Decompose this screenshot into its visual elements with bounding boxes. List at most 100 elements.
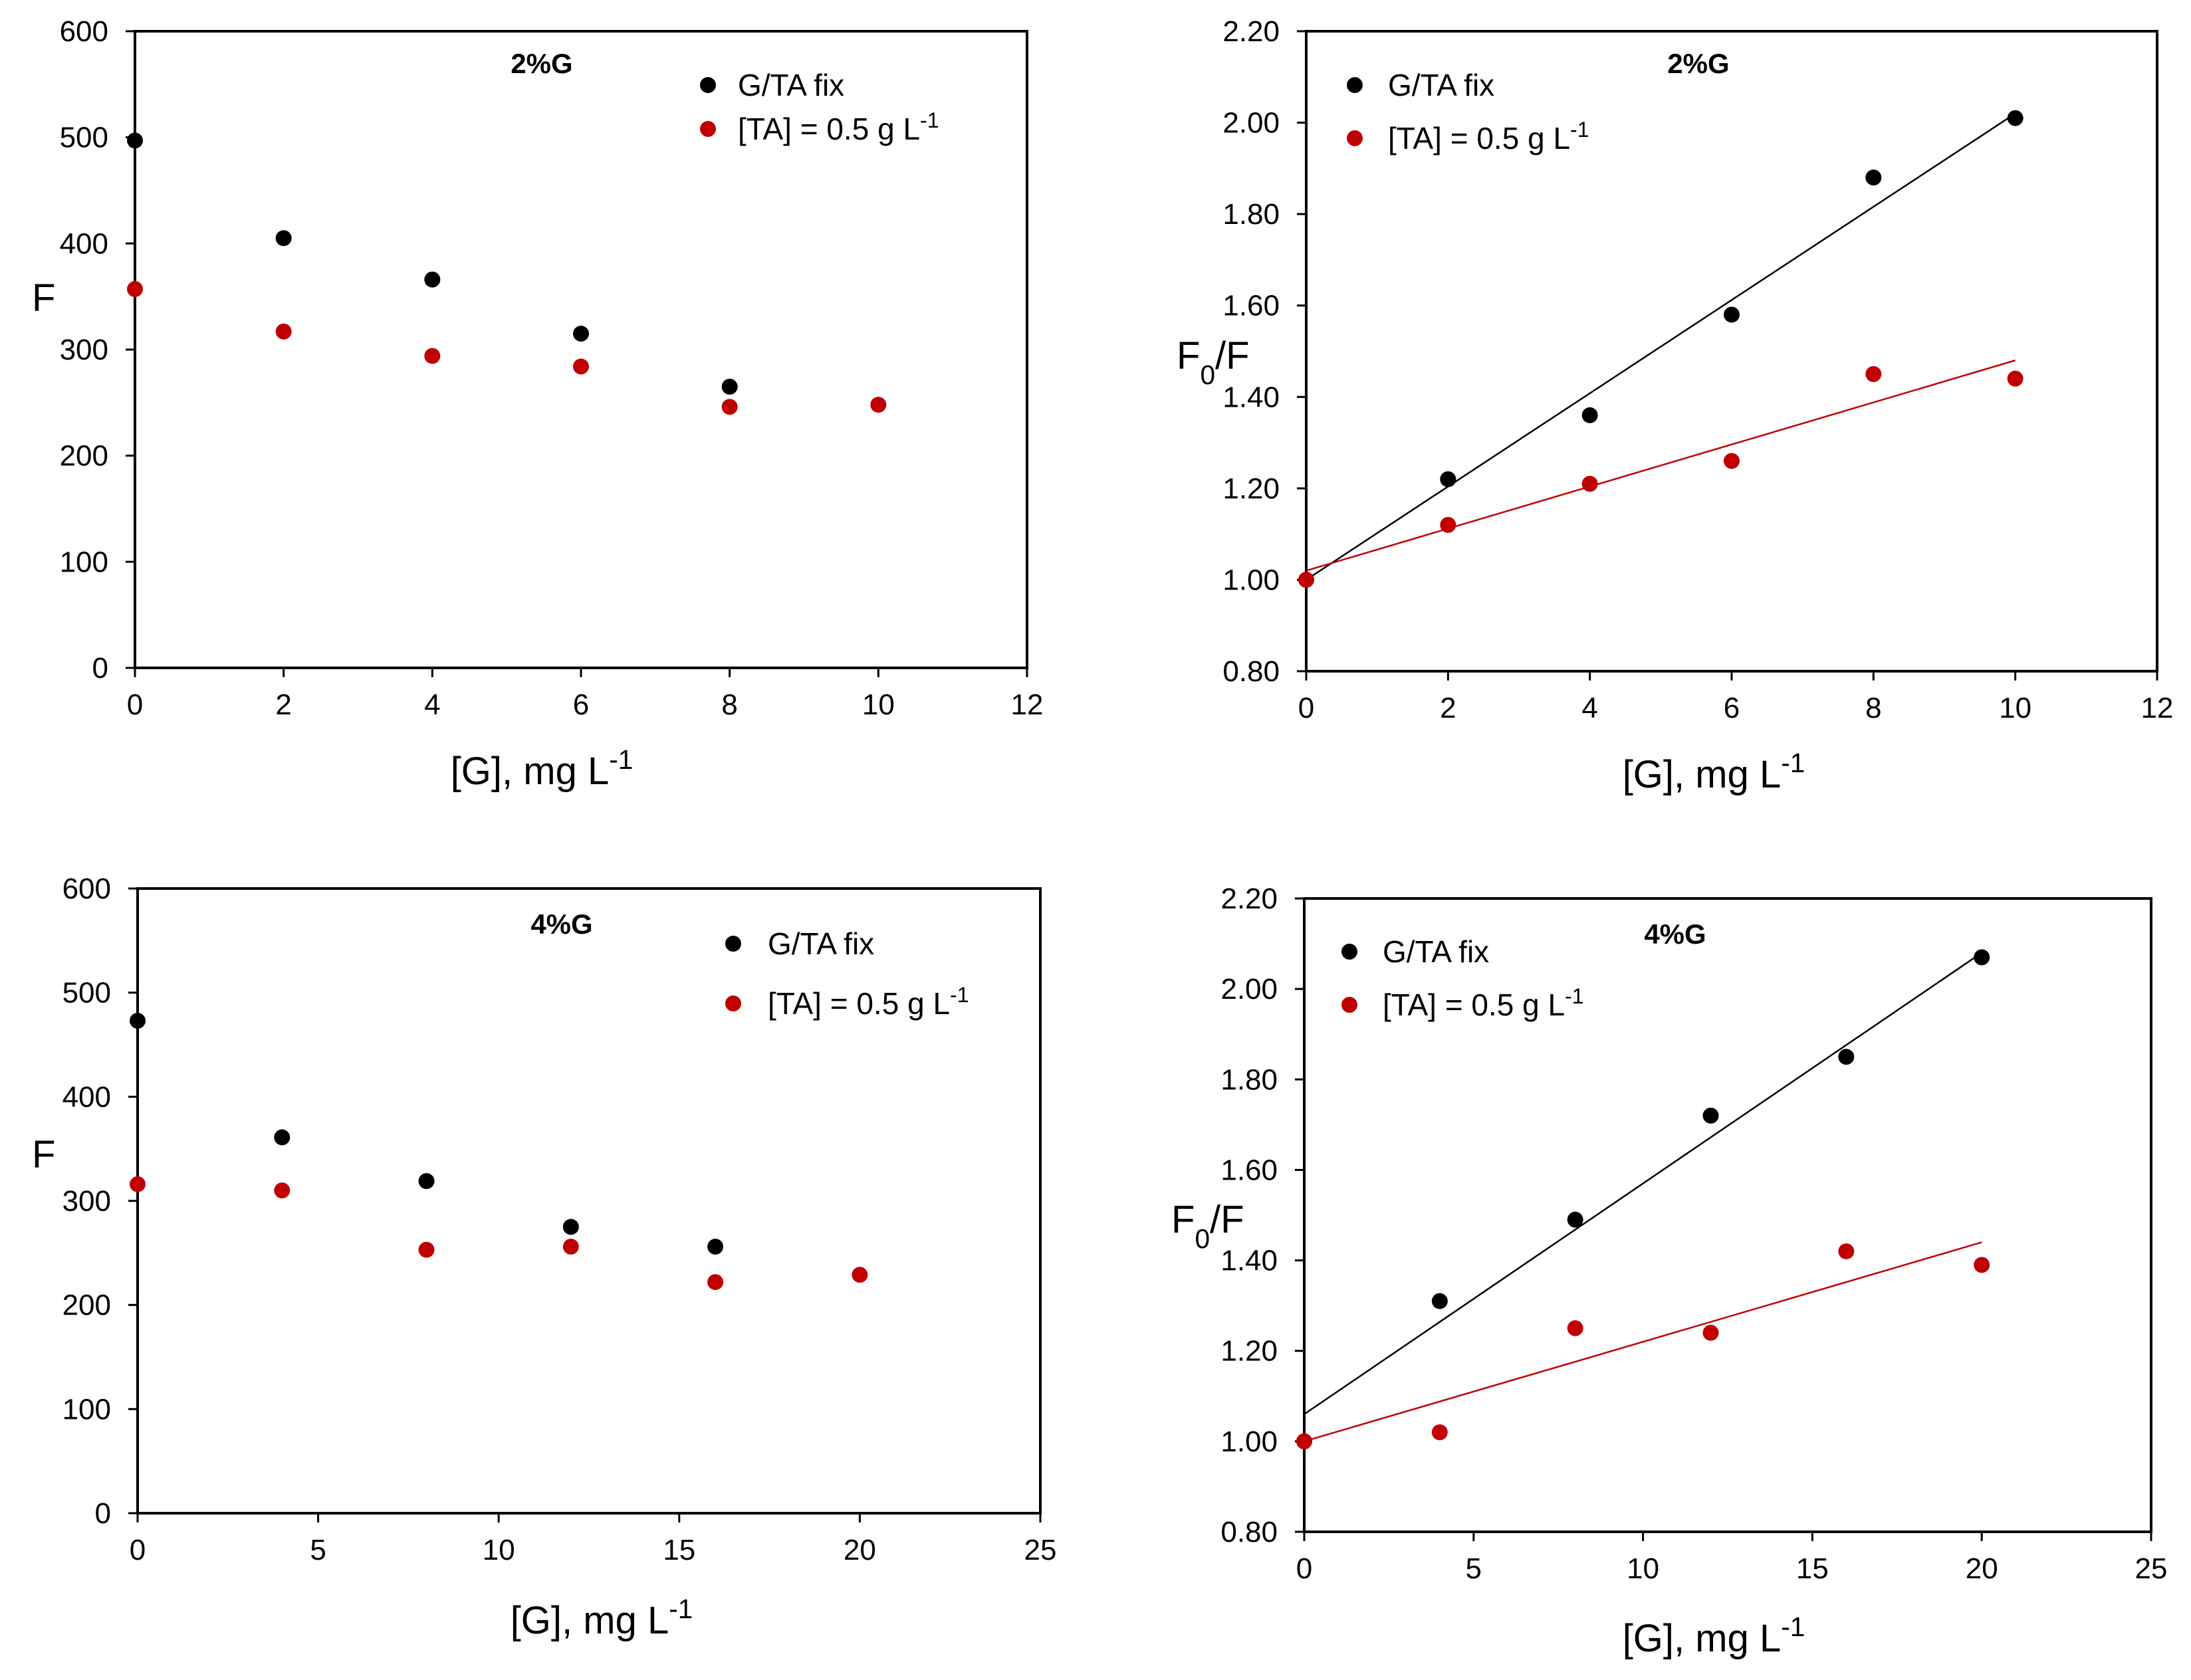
x-tick-label: 8 (1865, 692, 1881, 724)
y-tick-label: 200 (60, 440, 108, 472)
legend-marker (1347, 130, 1363, 146)
x-tick-label: 0 (1296, 1552, 1312, 1585)
legend-label: [TA] = 0.5 g L-1 (738, 108, 939, 146)
trend-line (1304, 1241, 1982, 1443)
data-point-ta-fixed (1296, 1433, 1312, 1449)
y-axis-title: F (32, 1133, 55, 1176)
x-tick-label: 5 (310, 1534, 326, 1566)
x-axis-title: [G], mg L-1 (1623, 748, 1805, 796)
legend-label: G/TA fix (768, 926, 874, 961)
y-tick-label: 0.80 (1220, 1516, 1278, 1548)
y-tick-label: 1.80 (1220, 1063, 1278, 1096)
trend-line (1304, 952, 1982, 1416)
data-point-ta-fixed (1298, 572, 1314, 588)
x-tick-label: 6 (1724, 692, 1740, 724)
x-tick-label: 25 (1024, 1534, 1057, 1566)
legend-marker (725, 936, 741, 952)
data-point-ta-fixed (1974, 1257, 1990, 1273)
y-tick-label: 1.60 (1222, 290, 1280, 322)
legend-marker (700, 121, 716, 137)
x-tick-label: 8 (721, 688, 737, 721)
y-tick-label: 1.80 (1222, 198, 1280, 231)
data-point-ta-fixed (573, 358, 589, 375)
x-tick-label: 2 (275, 688, 291, 721)
data-point-ta-fixed (852, 1267, 868, 1283)
x-tick-label: 25 (2135, 1552, 2168, 1585)
x-axis-title: [G], mg L-1 (1623, 1612, 1805, 1660)
y-tick-label: 400 (62, 1081, 111, 1113)
x-tick-label: 10 (483, 1534, 515, 1566)
y-tick-label: 100 (62, 1393, 111, 1425)
y-tick-label: 1.60 (1220, 1154, 1278, 1186)
data-point-ta-fixed (1581, 475, 1598, 492)
data-point-gta-fix (1702, 1107, 1719, 1124)
panel-title: 2%G (1667, 48, 1729, 79)
data-point-gta-fix (275, 230, 292, 247)
y-tick-label: 0.80 (1222, 655, 1280, 688)
chart-panel-3: 0 5 10 15 20 25 0 100 200 300 400 500 600 [G], mg L-1… (32, 873, 1056, 1642)
panel-title: 4%G (530, 908, 592, 940)
data-point-ta-fixed (1702, 1324, 1719, 1341)
x-tick-label: 12 (2141, 692, 2174, 724)
y-tick-label: 1.40 (1220, 1245, 1278, 1277)
y-tick-label: 0 (92, 652, 108, 684)
data-point-gta-fix (130, 1012, 146, 1029)
legend-label: G/TA fix (738, 68, 844, 102)
x-tick-label: 5 (1466, 1552, 1482, 1585)
panel-title: 4%G (1644, 918, 1706, 950)
x-tick-label: 4 (1581, 692, 1597, 724)
y-tick-label: 600 (62, 873, 111, 905)
plot-frame (136, 887, 1042, 1515)
x-tick-label: 12 (1011, 688, 1044, 721)
legend-label: [TA] = 0.5 g L-1 (768, 983, 969, 1021)
trend-line (1306, 360, 2016, 572)
y-tick-label: 2.00 (1222, 107, 1280, 140)
y-tick-label: 500 (60, 122, 108, 154)
data-point-ta-fixed (127, 280, 143, 297)
data-point-gta-fix (1838, 1049, 1855, 1065)
legend-marker (725, 996, 741, 1011)
x-tick-label: 2 (1440, 692, 1456, 724)
legend-marker (1341, 997, 1357, 1013)
y-axis-title: F0/F (1171, 1198, 1244, 1254)
data-point-gta-fix (1974, 949, 1990, 966)
x-tick-label: 20 (1966, 1552, 1998, 1585)
x-tick-label: 10 (1627, 1552, 1659, 1585)
x-tick-label: 10 (1999, 692, 2031, 724)
data-point-ta-fixed (707, 1274, 724, 1291)
data-point-gta-fix (573, 326, 589, 342)
data-point-ta-fixed (1431, 1424, 1448, 1441)
data-point-ta-fixed (721, 399, 738, 415)
chart-panel-4: 0 5 10 15 20 25 0.80 1.00 1.20 1.40 1.60 1.80 2.00 2.… (1171, 883, 2167, 1660)
data-point-gta-fix (562, 1219, 579, 1235)
x-tick-label: 15 (663, 1534, 695, 1566)
data-point-ta-fixed (1440, 516, 1456, 533)
data-point-ta-fixed (870, 397, 887, 413)
x-axis-title: [G], mg L-1 (451, 744, 634, 793)
legend-marker (700, 77, 716, 93)
data-point-gta-fix (424, 271, 441, 288)
legend-label: G/TA fix (1388, 68, 1494, 102)
data-point-gta-fix (721, 378, 738, 395)
x-tick-label: 4 (424, 688, 440, 721)
data-point-ta-fixed (274, 1182, 290, 1199)
y-tick-label: 1.20 (1222, 472, 1280, 505)
data-point-ta-fixed (562, 1238, 579, 1255)
data-point-ta-fixed (1567, 1320, 1583, 1336)
y-axis-title: F (32, 276, 55, 320)
x-tick-label: 15 (1796, 1552, 1829, 1585)
legend-marker (1347, 77, 1363, 93)
y-tick-label: 300 (62, 1185, 111, 1217)
y-tick-label: 1.40 (1222, 381, 1280, 413)
data-point-gta-fix (2007, 110, 2023, 126)
data-point-gta-fix (1440, 471, 1456, 488)
chart-panel-2: 0 2 4 6 8 10 12 0.80 1.00 1.20 1.40 1.60 1.80 2.00 2.2… (1177, 15, 2173, 796)
x-tick-label: 0 (1298, 692, 1314, 724)
data-point-ta-fixed (1838, 1243, 1855, 1259)
legend-label: [TA] = 0.5 g L-1 (1383, 984, 1584, 1022)
data-point-gta-fix (127, 132, 143, 149)
y-tick-label: 200 (62, 1289, 111, 1322)
x-tick-label: 0 (127, 688, 143, 721)
y-tick-label: 2.20 (1220, 883, 1278, 915)
data-point-gta-fix (1581, 407, 1598, 423)
